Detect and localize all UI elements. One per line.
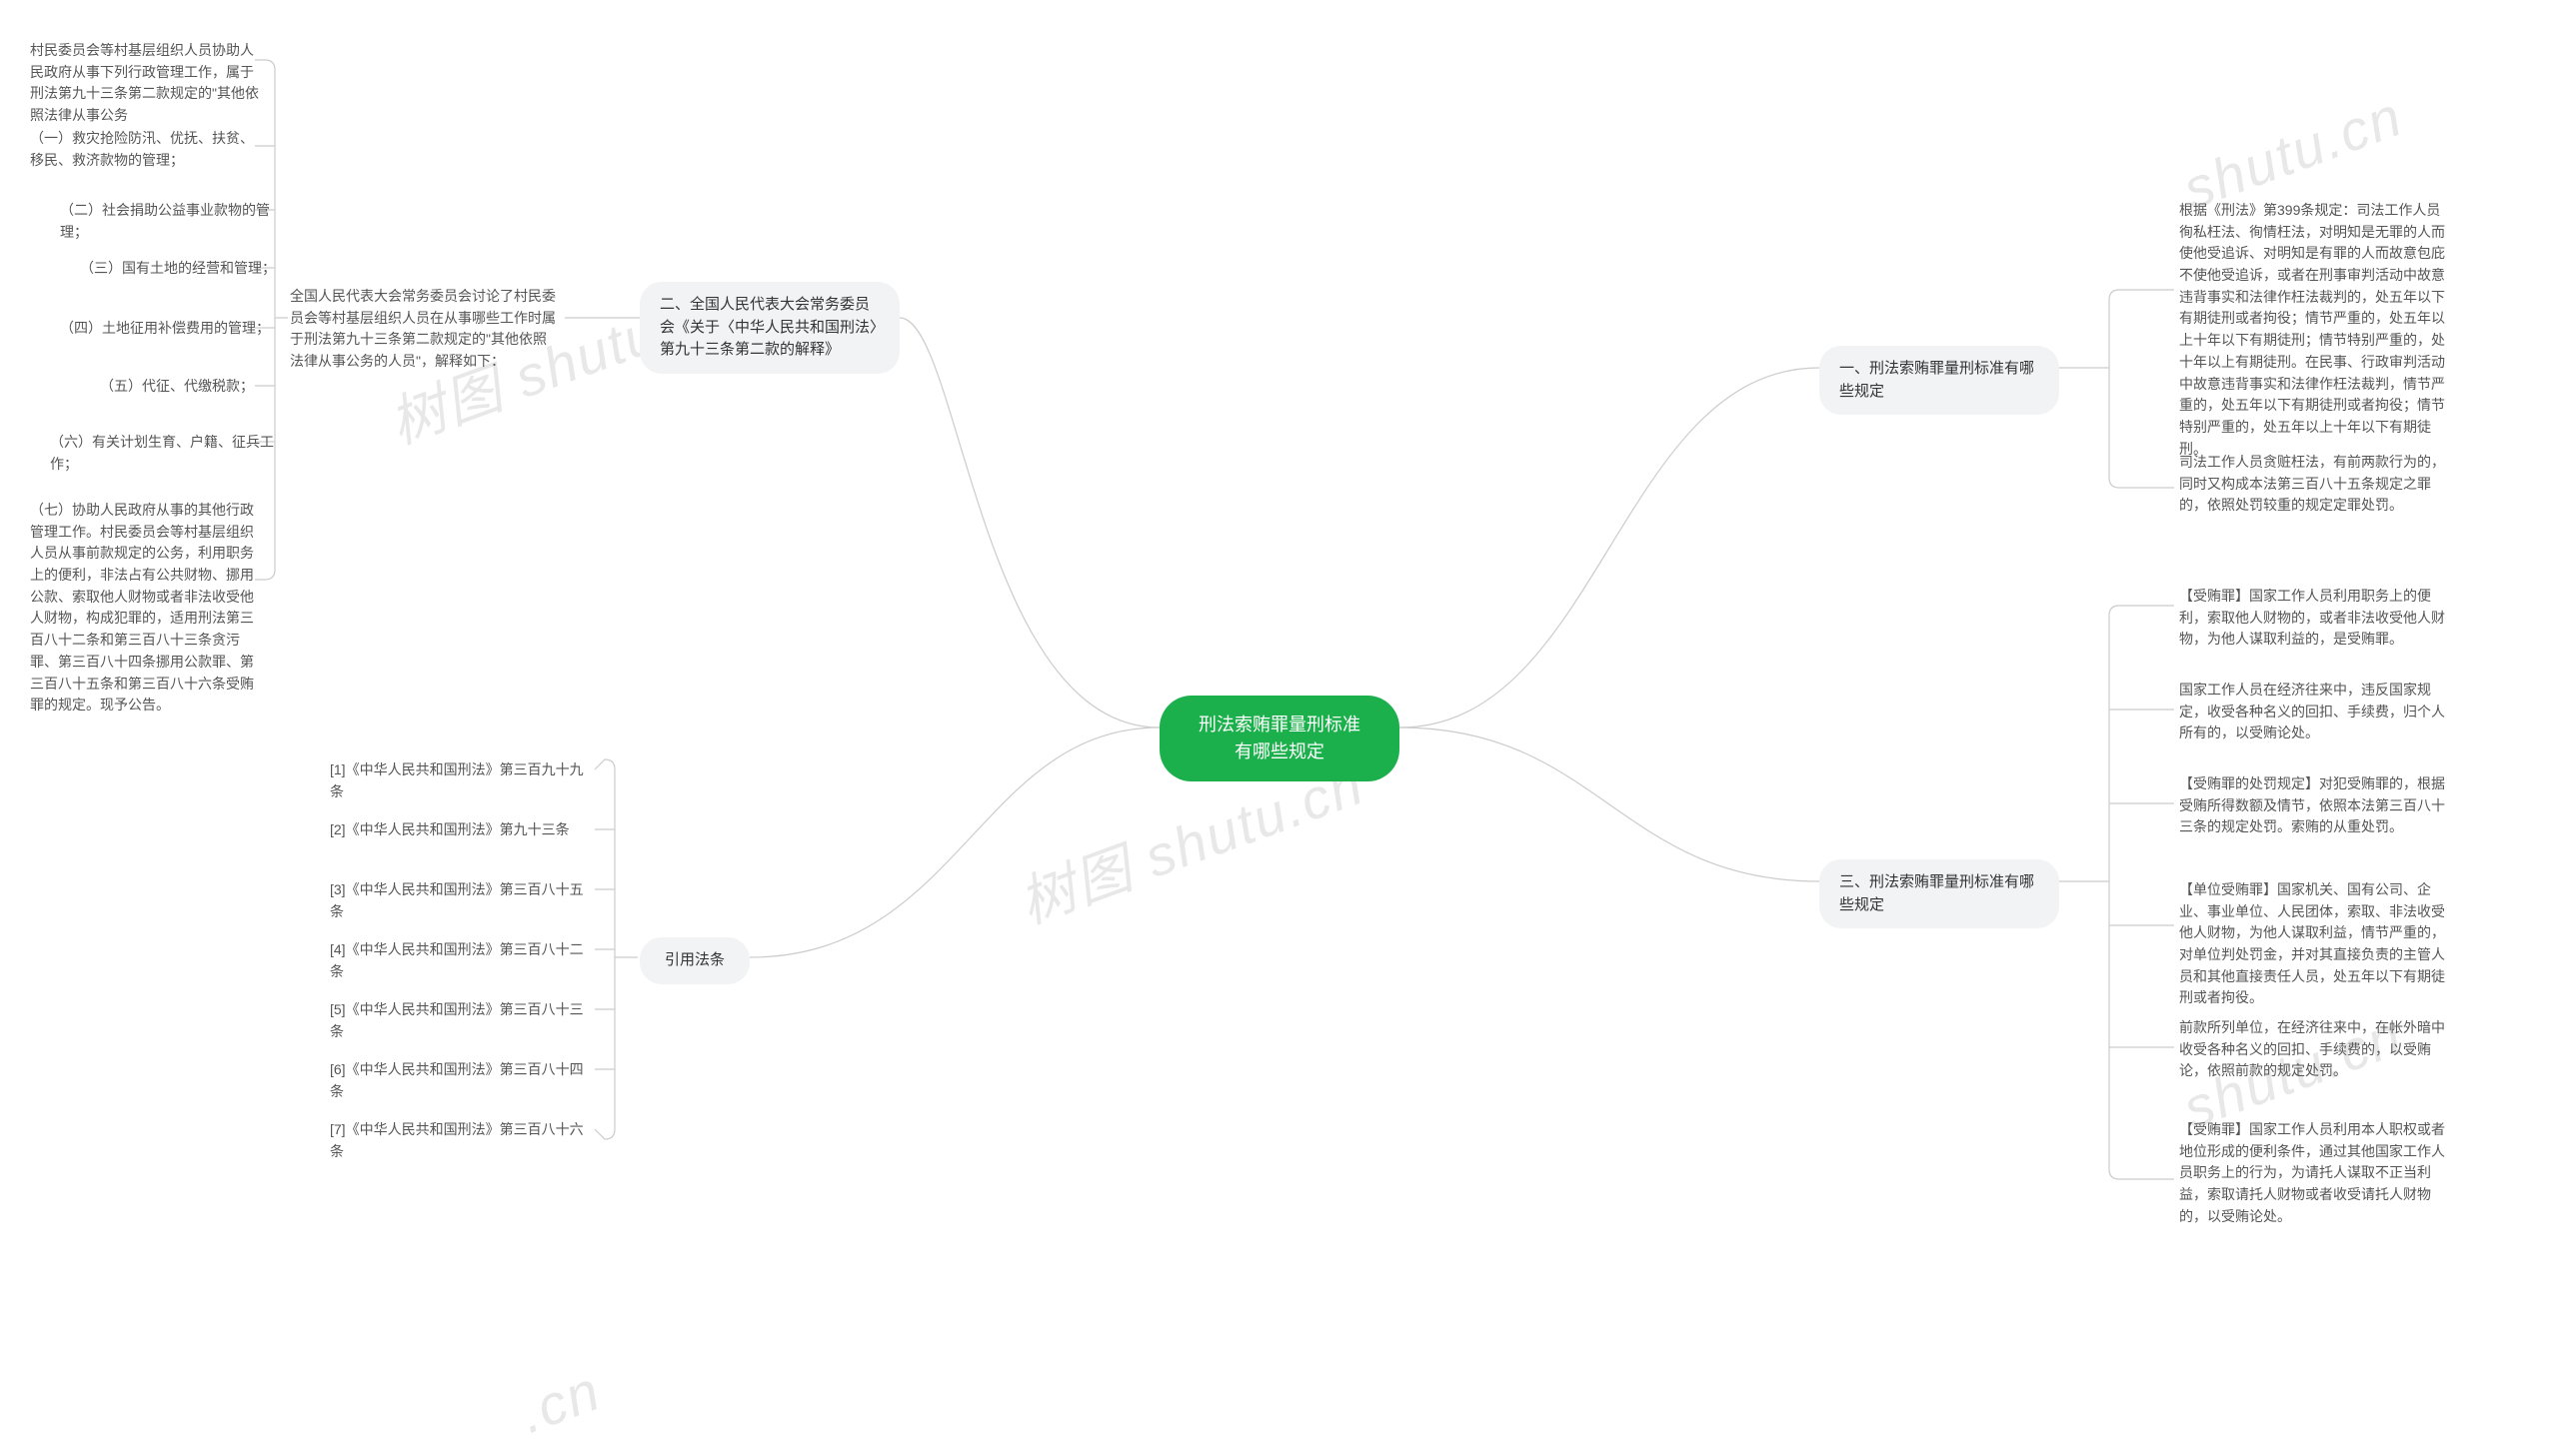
branch-lref[interactable]: 引用法条 — [640, 937, 750, 984]
leaf-r3-0: 【受贿罪】国家工作人员利用职务上的便利，索取他人财物的，或者非法收受他人财物，为… — [2179, 586, 2449, 651]
leaf-lref-5: [6]《中华人民共和国刑法》第三百八十四条 — [330, 1059, 590, 1102]
leaf-l2-7: （七）协助人民政府从事的其他行政管理工作。村民委员会等村基层组织人员从事前款规定… — [30, 500, 260, 717]
leaf-l2-1: （一）救灾抢险防汛、优抚、扶贫、移民、救济款物的管理； — [30, 128, 260, 171]
leaf-r3-3: 【单位受贿罪】国家机关、国有公司、企业、事业单位、人民团体，索取、非法收受他人财… — [2179, 879, 2449, 1009]
branch-r3[interactable]: 三、刑法索贿罪量刑标准有哪些规定 — [1819, 859, 2059, 928]
leaf-lref-6: [7]《中华人民共和国刑法》第三百八十六条 — [330, 1119, 590, 1162]
watermark: .cn — [511, 1357, 609, 1446]
leaf-r1-0: 根据《刑法》第399条规定：司法工作人员徇私枉法、徇情枉法，对明知是无罪的人而使… — [2179, 200, 2449, 460]
leaf-l2-4: （四）土地征用补偿费用的管理； — [60, 318, 270, 340]
leaf-l2-2: （二）社会捐助公益事业款物的管理； — [60, 200, 290, 243]
leaf-l2-0: 村民委员会等村基层组织人员协助人民政府从事下列行政管理工作，属于刑法第九十三条第… — [30, 40, 260, 127]
branch-l2[interactable]: 二、全国人民代表大会常务委员会《关于〈中华人民共和国刑法〉第九十三条第二款的解释… — [640, 282, 900, 374]
leaf-r3-5: 【受贿罪】国家工作人员利用本人职权或者地位形成的便利条件，通过其他国家工作人员职… — [2179, 1119, 2449, 1227]
leaf-r3-4: 前款所列单位，在经济往来中，在帐外暗中收受各种名义的回扣、手续费的，以受贿论，依… — [2179, 1017, 2449, 1082]
leaf-r1-1: 司法工作人员贪赃枉法，有前两款行为的，同时又构成本法第三百八十五条规定之罪的，依… — [2179, 452, 2449, 517]
leaf-lref-1: [2]《中华人民共和国刑法》第九十三条 — [330, 819, 570, 841]
leaf-lref-3: [4]《中华人民共和国刑法》第三百八十二条 — [330, 939, 590, 982]
center-topic[interactable]: 刑法索贿罪量刑标准有哪些规定 — [1160, 696, 1399, 781]
branch-r1[interactable]: 一、刑法索贿罪量刑标准有哪些规定 — [1819, 346, 2059, 415]
leaf-lref-2: [3]《中华人民共和国刑法》第三百八十五条 — [330, 879, 590, 922]
leaf-lref-4: [5]《中华人民共和国刑法》第三百八十三条 — [330, 999, 590, 1042]
leaf-lref-0: [1]《中华人民共和国刑法》第三百九十九条 — [330, 759, 590, 802]
branch-l2-mid: 全国人民代表大会常务委员会讨论了村民委员会等村基层组织人员在从事哪些工作时属于刑… — [290, 286, 560, 373]
leaf-r3-2: 【受贿罪的处罚规定】对犯受贿罪的，根据受贿所得数额及情节，依照本法第三百八十三条… — [2179, 773, 2449, 838]
leaf-r3-1: 国家工作人员在经济往来中，违反国家规定，收受各种名义的回扣、手续费，归个人所有的… — [2179, 680, 2449, 744]
leaf-l2-6: （六）有关计划生育、户籍、征兵工作； — [50, 432, 280, 475]
leaf-l2-3: （三）国有土地的经营和管理； — [80, 258, 276, 280]
leaf-l2-5: （五）代征、代缴税款； — [100, 376, 254, 398]
